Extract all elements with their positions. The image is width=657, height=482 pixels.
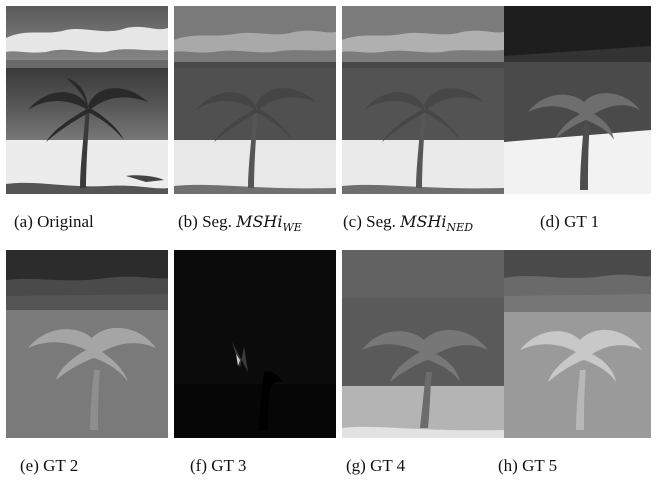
caption-b: (b) Seg. MSHiWE [178,212,302,238]
panel-seg-mshi-we [174,6,336,194]
caption-c-subscript: NED [446,221,474,234]
caption-c: (c) Seg. MSHiNED [343,212,473,238]
caption-g: (g) GT 4 [346,456,406,475]
panel-seg-mshi-ned [342,6,504,194]
panel-gt-5 [504,250,651,438]
caption-c-math: MSHiNED [400,212,474,234]
panel-gt-2 [6,250,168,438]
caption-b-symbol: MSHi [236,212,283,231]
panel-gt-1 [504,6,651,194]
caption-c-prefix: (c) Seg. [343,212,401,231]
panel-original [6,6,168,194]
panel-gt-3 [174,250,336,438]
caption-b-math: MSHiWE [236,212,302,234]
caption-h: (h) GT 5 [498,456,558,475]
caption-e: (e) GT 2 [20,456,79,475]
caption-d: (d) GT 1 [540,212,600,231]
caption-b-prefix: (b) Seg. [178,212,237,231]
caption-c-symbol: MSHi [400,212,447,231]
caption-b-subscript: WE [282,221,302,234]
caption-a: (a) Original [14,212,94,231]
panel-gt-4 [342,250,504,438]
caption-f: (f) GT 3 [190,456,247,475]
